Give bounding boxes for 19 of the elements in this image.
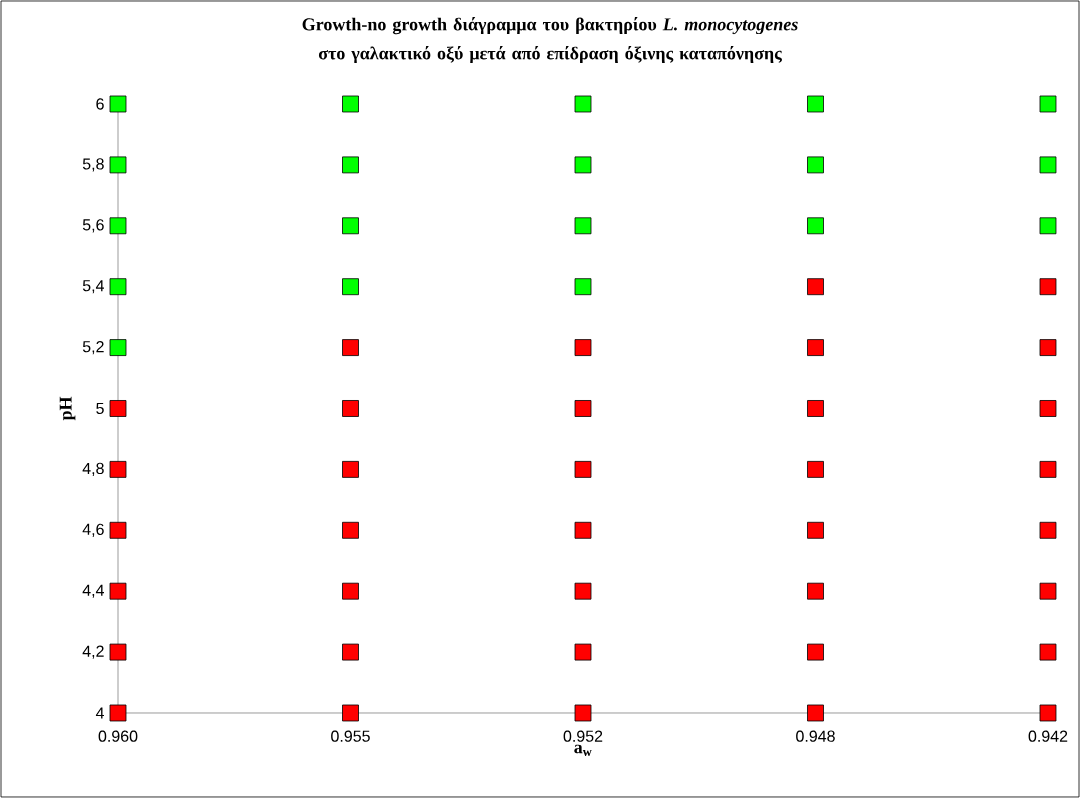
y-tick-label: 5 [96,402,104,415]
y-tick-label: 5,8 [82,158,104,172]
x-tick-label: 0.948 [796,730,835,742]
x-tick-label: 0.960 [98,730,138,742]
y-tick-label: 4,4 [82,584,104,598]
y-tick-label: 4,6 [82,523,104,537]
x-tick-label: 0.952 [563,730,603,742]
y-tick-label: 5,6 [82,219,104,233]
y-tick-label: 4,8 [82,462,104,476]
y-axis-title: pH [59,396,76,421]
y-tick-label: 4 [95,707,104,719]
y-tick-label: 5,4 [82,280,104,294]
x-tick-label: 0.955 [331,730,370,742]
x-axis-title: a$_{w}$ [574,744,592,756]
x-tick-label: 0.942 [1028,730,1068,742]
chart-title: Growth-no growth διάγραμμα του βακτηρίου L. monocytogenes στο γαλακτικό οξύ μετά από επίδραση όξινης καταπόνησης [302,16,798,64]
y-tick-label: 4,2 [82,645,104,659]
y-tick-label: 6 [96,98,104,110]
y-tick-label: 5,2 [82,340,104,355]
